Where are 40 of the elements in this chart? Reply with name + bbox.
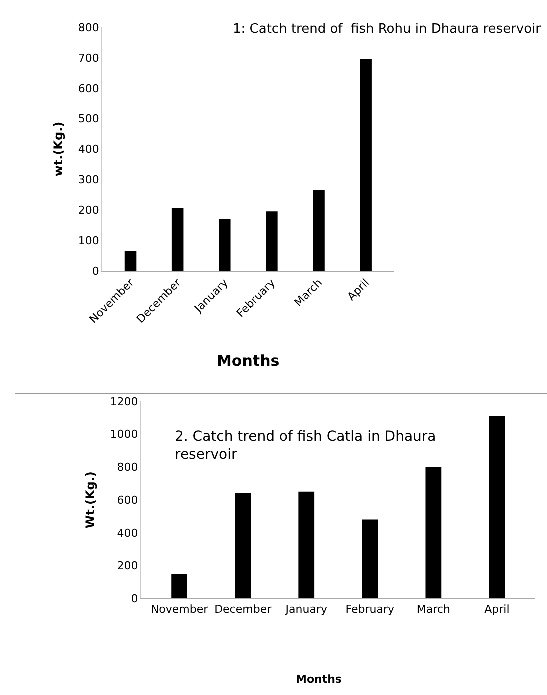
y-axis-title: Wt.(Kg.) <box>84 472 98 529</box>
y-tick-label: 600 <box>117 494 138 507</box>
x-axis-title: Months <box>296 673 342 686</box>
y-tick-label: 200 <box>117 560 138 573</box>
bar <box>172 574 188 599</box>
bar <box>298 492 315 599</box>
text: 2. Catch trend of fish Catla in Dhaura reservoir <box>175 429 436 464</box>
bar <box>360 60 372 271</box>
y-tick-label: 0 <box>131 592 138 606</box>
y-tick-label: 1000 <box>110 428 138 442</box>
bar <box>172 208 184 271</box>
x-tick-label: March <box>416 602 450 616</box>
x-tick-label: February <box>346 602 396 616</box>
y-tick-label: 200 <box>78 204 100 217</box>
bar <box>219 220 231 271</box>
bar <box>266 212 278 271</box>
x-tick-label: January <box>284 602 328 616</box>
y-tick-label: 800 <box>117 461 138 474</box>
bar <box>124 251 137 271</box>
x-tick-label: April <box>484 602 510 616</box>
y-tick-label: 800 <box>78 21 100 34</box>
y-tick-label: 400 <box>78 143 100 156</box>
y-tick-label: 100 <box>78 234 100 248</box>
y-tick-label: 1200 <box>110 395 138 408</box>
y-axis-title: wt.(Kg.) <box>52 122 66 177</box>
x-axis-title: Months <box>217 352 280 370</box>
y-tick-label: 500 <box>78 112 100 126</box>
chart-title: 1: Catch trend of fish Rohu in Dhaura reservoir <box>233 22 542 37</box>
y-tick-label: 300 <box>78 174 100 187</box>
bar <box>235 494 252 599</box>
x-tick-label: November <box>150 602 209 616</box>
y-tick-label: 600 <box>78 82 100 96</box>
bar <box>426 467 442 599</box>
y-tick-label: 700 <box>78 52 100 65</box>
bar <box>362 520 378 599</box>
x-tick-label: December <box>214 602 272 616</box>
y-tick-label: 0 <box>92 264 100 278</box>
bar <box>313 190 325 271</box>
bar <box>489 416 506 599</box>
y-tick-label: 400 <box>117 526 138 540</box>
